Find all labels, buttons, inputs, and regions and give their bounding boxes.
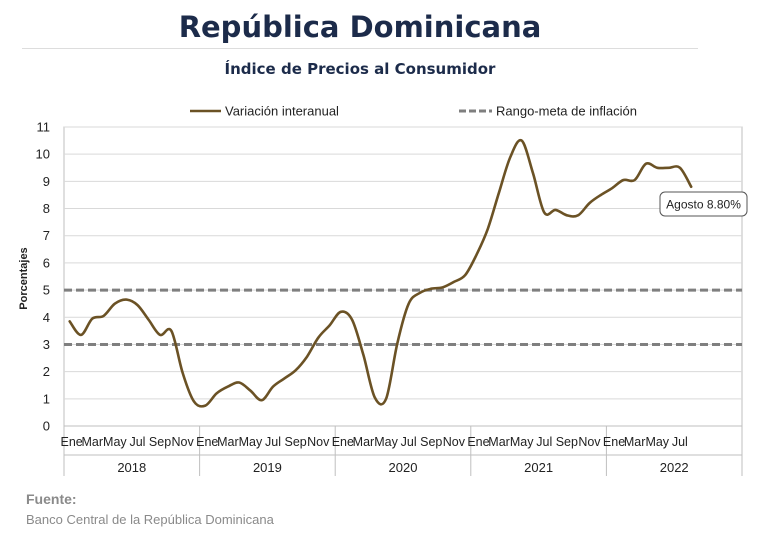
x-tick-label: Jul: [672, 435, 688, 449]
x-tick-label: Ene: [603, 435, 625, 449]
y-tick-label: 3: [43, 337, 50, 352]
series-line-variacion-interanual: [68, 138, 693, 408]
y-tick-label: 1: [43, 391, 50, 406]
x-tick-label: Sep: [420, 435, 442, 449]
x-tick-label: Mar: [217, 435, 239, 449]
y-tick-label: 8: [43, 201, 50, 216]
x-tick-label: Jul: [536, 435, 552, 449]
x-tick-label: Mar: [624, 435, 646, 449]
x-tick-label: May: [510, 435, 534, 449]
legend: Variación interanual Rango-meta de inflac…: [190, 104, 637, 119]
series-layer: [68, 138, 693, 408]
annotation-callout-box: [659, 191, 748, 217]
x-tick-label: Nov: [443, 435, 466, 449]
y-axis: 0 1 2 3 4 5 6 7 8 9 10 11 Porcentajes: [18, 120, 50, 434]
x-tick-label: Mar: [488, 435, 510, 449]
x-tick-label: May: [103, 435, 127, 449]
annotation-layer: Agosto 8.80%: [659, 191, 748, 217]
x-tick-label: May: [374, 435, 398, 449]
x-tick-label: Mar: [353, 435, 375, 449]
x-tick-label: Jul: [265, 435, 281, 449]
y-tick-label: 5: [43, 283, 50, 298]
page-title: República Dominicana: [178, 10, 542, 44]
x-tick-label: Sep: [285, 435, 307, 449]
x-tick-label: Nov: [578, 435, 601, 449]
y-tick-label: 0: [43, 419, 50, 434]
legend-label-rango-meta: Rango-meta de inflación: [496, 104, 637, 119]
x-tick-label: Ene: [196, 435, 218, 449]
chart-subtitle: Índice de Precios al Consumidor: [224, 60, 496, 78]
x-tick-label: Nov: [307, 435, 330, 449]
x-tick-label: Mar: [81, 435, 103, 449]
year-label: 2019: [253, 460, 282, 475]
year-label: 2022: [660, 460, 689, 475]
annotation-label: Agosto 8.80%: [666, 198, 741, 212]
y-tick-label: 2: [43, 364, 50, 379]
x-tick-label: Jul: [401, 435, 417, 449]
y-tick-label: 9: [43, 174, 50, 189]
year-label: 2018: [117, 460, 146, 475]
y-tick-label: 4: [43, 310, 50, 325]
x-tick-label: Sep: [556, 435, 578, 449]
x-tick-label: Jul: [129, 435, 145, 449]
x-tick-label: Ene: [467, 435, 489, 449]
title-divider: [22, 48, 698, 49]
x-tick-label: Sep: [149, 435, 171, 449]
x-tick-label: Nov: [172, 435, 195, 449]
legend-label-variacion-interanual: Variación interanual: [225, 104, 339, 119]
source-text: Banco Central de la República Dominicana: [26, 512, 274, 527]
year-label: 2020: [389, 460, 418, 475]
source-label: Fuente:: [26, 491, 77, 507]
x-tick-label: May: [645, 435, 669, 449]
y-axis-label: Porcentajes: [18, 247, 30, 309]
year-label: 2021: [524, 460, 553, 475]
x-tick-label: May: [239, 435, 263, 449]
x-tick-label: Ene: [332, 435, 354, 449]
y-tick-label: 6: [43, 255, 50, 270]
y-tick-label: 11: [37, 120, 51, 135]
y-tick-label: 7: [43, 228, 50, 243]
y-tick-label: 10: [36, 147, 50, 162]
x-tick-label: Ene: [61, 435, 83, 449]
